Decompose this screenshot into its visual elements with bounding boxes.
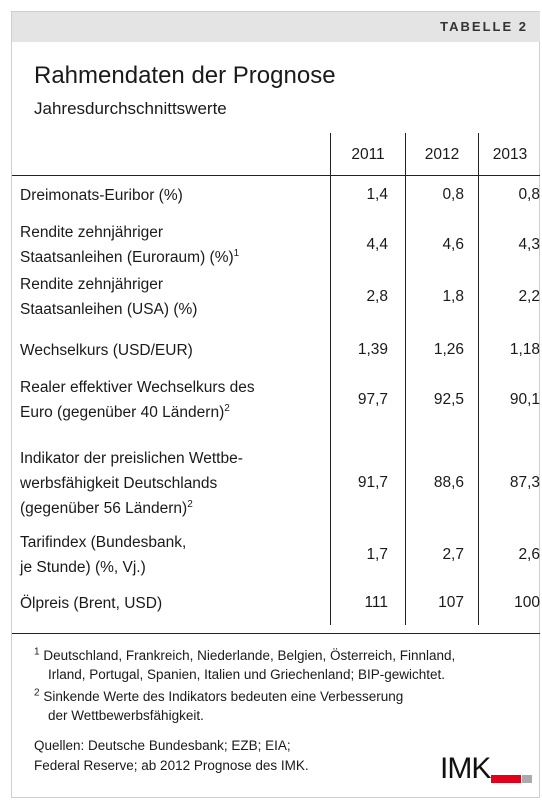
cell-value: 1,39 (357, 341, 388, 358)
label-line: je Stunde) (%, Vj.) (20, 559, 146, 576)
source-line: Quellen: Deutsche Bundesbank; EZB; EIA; (34, 738, 291, 753)
footnote-ref: 1 (233, 247, 240, 259)
cell-value: 107 (438, 594, 464, 611)
column-rule (405, 133, 406, 625)
footnote-text: Irland, Portugal, Spanien, Italien und G… (48, 667, 445, 682)
footnote-text: der Wettbewerbsfähigkeit. (48, 708, 204, 723)
row-label: Indikator der preislichen Wettbe-werbsfä… (20, 446, 325, 521)
cell-value: 87,3 (509, 474, 540, 491)
row-label: Rendite zehnjähriger Staatsanleihen (Euro… (20, 220, 325, 270)
cell-value: 1,18 (509, 341, 540, 358)
cell-value: 1,26 (433, 341, 464, 358)
label-line: Tarifindex (Bundesbank, (20, 534, 187, 551)
subtitle: Jahresdurchschnittswerte (34, 99, 227, 118)
column-header: 2011 (351, 146, 385, 163)
row-label: Wechselkurs (USD/EUR) (20, 338, 325, 363)
cell-value: 0,8 (442, 186, 464, 203)
footnote: 1 Deutschland, Frankreich, Niederlande, … (34, 646, 455, 684)
frame (11, 11, 540, 798)
label-line: Wechselkurs (USD/EUR) (20, 341, 193, 359)
column-header: 2013 (492, 146, 528, 163)
label-line: werbsfähigkeit Deutschlands (20, 474, 218, 492)
label-line: (gegenüber 56 Ländern)2 (20, 498, 193, 517)
footnote-text: Deutschland, Frankreich, Niederlande, Be… (43, 648, 456, 663)
label-line: Realer effektiver Wechselkurs des (20, 379, 255, 396)
cell-value: 1,4 (366, 186, 388, 203)
header-rule (12, 175, 540, 176)
footnote-ref: 2 (224, 402, 230, 414)
label-line: Rendite zehnjähriger (20, 224, 164, 241)
cell-value: 2,6 (518, 546, 540, 563)
logo-bar (491, 775, 521, 783)
row-label: Dreimonats-Euribor (%) (20, 183, 325, 208)
label-line: Ölpreis (Brent, USD) (20, 594, 163, 612)
label-line: Indikator der preislichen Wettbe- (20, 449, 243, 467)
cell-value: 0,8 (518, 186, 540, 203)
row-label: Tarifindex (Bundesbank, je Stunde) (%, Vj… (20, 530, 325, 580)
top-bar: TABELLE 2 (12, 12, 540, 42)
cell-value: 100 (514, 594, 540, 611)
logo-bar (522, 775, 532, 783)
cell-value: 4,3 (518, 236, 540, 253)
cell-value: 2,7 (442, 546, 464, 563)
column-rule (330, 133, 331, 625)
footnote-ref: 2 (187, 498, 193, 510)
label-line: Staatsanleihen (Euroraum) (%)1 (20, 247, 240, 266)
cell-value: 4,6 (442, 236, 464, 253)
cell-value: 1,8 (442, 288, 464, 305)
sources: Quellen: Deutsche Bundesbank; EZB; EIA; F… (34, 736, 309, 776)
row-label: Realer effektiver Wechselkurs des Euro (g… (20, 375, 325, 425)
logo: IMK (440, 752, 491, 785)
cell-value: 97,7 (357, 391, 388, 408)
label-line: Staatsanleihen (USA) (%) (20, 301, 198, 318)
cell-value: 91,7 (357, 474, 388, 491)
cell-value: 2,8 (366, 288, 388, 305)
footnote-mark: 2 (34, 687, 40, 699)
cell-value: 92,5 (433, 391, 464, 408)
cell-value: 111 (364, 594, 388, 611)
footnote-text: Sinkende Werte des Indikators bedeuten e… (43, 689, 404, 704)
label-line: Dreimonats-Euribor (%) (20, 186, 183, 204)
cell-value: 88,6 (433, 474, 464, 491)
cell-value: 2,2 (518, 288, 540, 305)
cell-value: 4,4 (366, 236, 388, 253)
row-label: Rendite zehnjähriger Staatsanleihen (USA)… (20, 272, 325, 322)
footnote-line: der Wettbewerbsfähigkeit. (34, 706, 403, 725)
column-header: 2012 (424, 146, 460, 163)
row-label: Ölpreis (Brent, USD) (20, 591, 325, 616)
cell-value: 1,7 (366, 546, 388, 563)
column-rule (478, 133, 479, 625)
footnote: 2 Sinkende Werte des Indikators bedeuten… (34, 687, 403, 725)
footnote-line: 2 Sinkende Werte des Indikators bedeuten… (34, 687, 403, 706)
cell-value: 90,1 (509, 391, 540, 408)
table-bottom-rule (12, 633, 540, 634)
footnote-line: 1 Deutschland, Frankreich, Niederlande, … (34, 646, 455, 665)
label-line: Euro (gegenüber 40 Ländern)2 (20, 402, 230, 421)
title: Rahmendaten der Prognose (34, 62, 336, 89)
label-line: Rendite zehnjähriger (20, 276, 164, 293)
table-tag: TABELLE 2 (440, 19, 528, 34)
footnote-mark: 1 (34, 646, 40, 658)
source-line: Federal Reserve; ab 2012 Prognose des IM… (34, 758, 309, 773)
footnote-line: Irland, Portugal, Spanien, Italien und G… (34, 665, 455, 684)
